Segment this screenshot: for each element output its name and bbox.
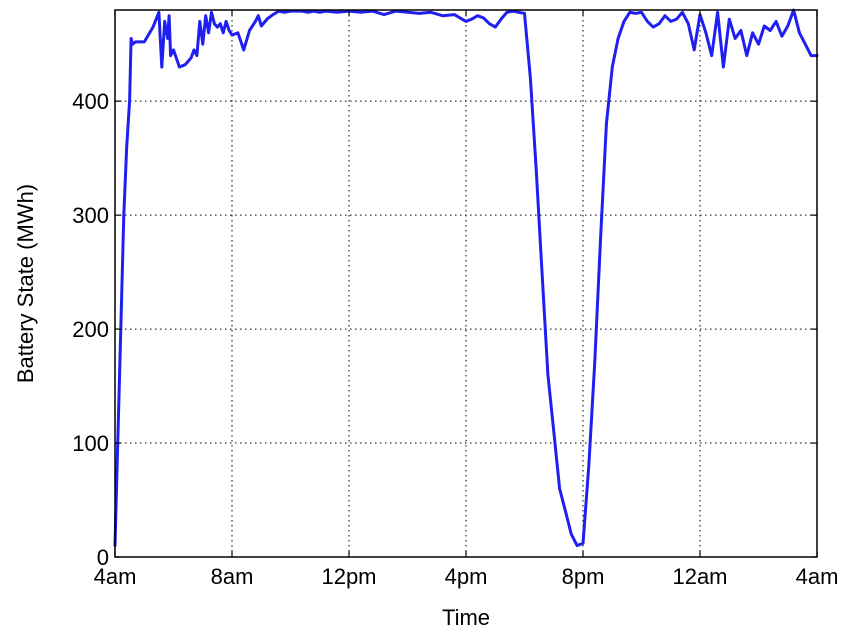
x-tick-label: 4am — [94, 564, 137, 589]
y-tick-label: 0 — [97, 545, 109, 570]
y-tick-label: 100 — [72, 431, 109, 456]
x-axis-label: Time — [442, 605, 490, 630]
x-tick-label: 12am — [672, 564, 727, 589]
x-tick-label: 8pm — [562, 564, 605, 589]
y-tick-label: 200 — [72, 317, 109, 342]
x-tick-label: 4pm — [445, 564, 488, 589]
x-tick-label: 8am — [211, 564, 254, 589]
y-axis-label: Battery State (MWh) — [13, 184, 38, 383]
y-tick-labels: 0 100 200 300 400 — [72, 89, 109, 570]
data-series-layer — [113, 8, 819, 548]
grid-lines — [115, 10, 817, 557]
battery-state-series-line — [113, 8, 819, 548]
x-tick-label: 12pm — [321, 564, 376, 589]
y-tick-label: 400 — [72, 89, 109, 114]
x-tick-labels: 4am 8am 12pm 4pm 8pm 12am 4am — [94, 564, 839, 589]
x-tick-label: 4am — [796, 564, 839, 589]
tick-marks — [114, 10, 818, 558]
y-tick-label: 300 — [72, 203, 109, 228]
